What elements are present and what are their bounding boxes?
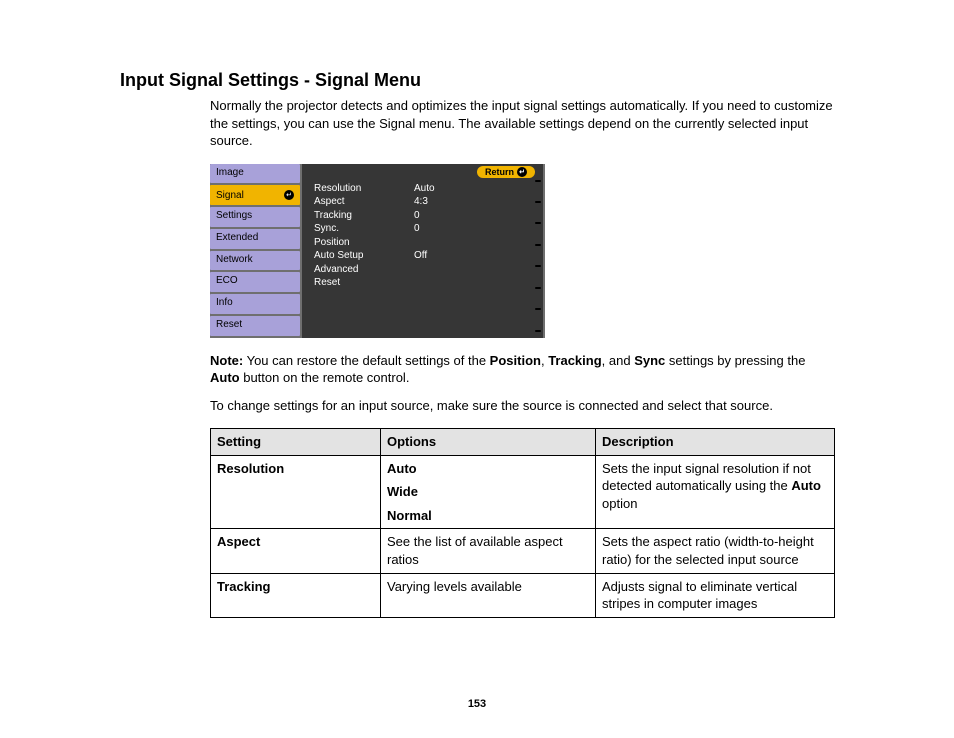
col-setting: Setting [211,429,381,456]
menu-item-image[interactable]: Image [210,164,300,184]
panel-row[interactable]: Advanced [314,263,533,277]
panel-value [414,263,474,277]
panel-row[interactable]: Reset [314,276,533,290]
panel-decor [535,180,541,332]
settings-table: Setting Options Description ResolutionAu… [210,428,835,617]
cell-description: Sets the input signal resolution if not … [596,455,835,529]
table-row: ResolutionAutoWideNormalSets the input s… [211,455,835,529]
panel-label: Reset [314,276,414,290]
para-source: To change settings for an input source, … [210,397,834,415]
panel-row[interactable]: Sync.0 [314,222,533,236]
panel-value [414,276,474,290]
menu-panel: Return ↵ ResolutionAutoAspect4:3Tracking… [302,164,543,338]
cell-options: See the list of available aspect ratios [381,529,596,573]
page-title: Input Signal Settings - Signal Menu [120,70,834,91]
menu-item-label: Reset [216,319,242,330]
panel-value: Off [414,249,474,263]
menu-item-label: Signal [216,190,244,201]
enter-icon: ↵ [517,167,527,177]
cell-setting: Tracking [211,573,381,617]
menu-item-label: Image [216,167,244,178]
table-row: TrackingVarying levels availableAdjusts … [211,573,835,617]
menu-item-label: ECO [216,275,238,286]
cell-options: AutoWideNormal [381,455,596,529]
menu-item-extended[interactable]: Extended [210,229,300,249]
return-button[interactable]: Return ↵ [477,166,535,178]
panel-value: Auto [414,182,474,196]
menu-item-reset[interactable]: Reset [210,316,300,336]
menu-item-eco[interactable]: ECO [210,272,300,292]
cell-setting: Resolution [211,455,381,529]
menu-item-label: Extended [216,232,258,243]
note-text: Note: You can restore the default settin… [210,352,834,387]
panel-row[interactable]: Auto SetupOff [314,249,533,263]
menu-item-signal[interactable]: Signal ↵ [210,185,300,205]
cell-setting: Aspect [211,529,381,573]
panel-row[interactable]: Aspect4:3 [314,195,533,209]
intro-text: Normally the projector detects and optim… [210,97,834,150]
panel-label: Sync. [314,222,414,236]
cell-options: Varying levels available [381,573,596,617]
menu-item-settings[interactable]: Settings [210,207,300,227]
panel-label: Resolution [314,182,414,196]
col-options: Options [381,429,596,456]
panel-label: Aspect [314,195,414,209]
panel-value [414,236,474,250]
panel-value: 0 [414,209,474,223]
return-label: Return [485,167,514,177]
panel-row[interactable]: Tracking0 [314,209,533,223]
cell-description: Sets the aspect ratio (width-to-height r… [596,529,835,573]
menu-sidebar: Image Signal ↵ Settings Extended Network ECO In… [210,164,300,338]
menu-item-label: Settings [216,210,252,221]
col-description: Description [596,429,835,456]
panel-label: Position [314,236,414,250]
menu-item-label: Network [216,254,253,265]
osd-screenshot: Image Signal ↵ Settings Extended Network ECO In… [210,164,545,338]
panel-label: Auto Setup [314,249,414,263]
menu-item-info[interactable]: Info [210,294,300,314]
menu-item-label: Info [216,297,233,308]
panel-label: Advanced [314,263,414,277]
cell-description: Adjusts signal to eliminate vertical str… [596,573,835,617]
panel-row[interactable]: ResolutionAuto [314,182,533,196]
menu-item-network[interactable]: Network [210,251,300,271]
panel-label: Tracking [314,209,414,223]
page-number: 153 [0,698,954,710]
table-row: AspectSee the list of available aspect r… [211,529,835,573]
panel-value: 4:3 [414,195,474,209]
enter-icon: ↵ [284,190,294,200]
panel-row[interactable]: Position [314,236,533,250]
panel-value: 0 [414,222,474,236]
